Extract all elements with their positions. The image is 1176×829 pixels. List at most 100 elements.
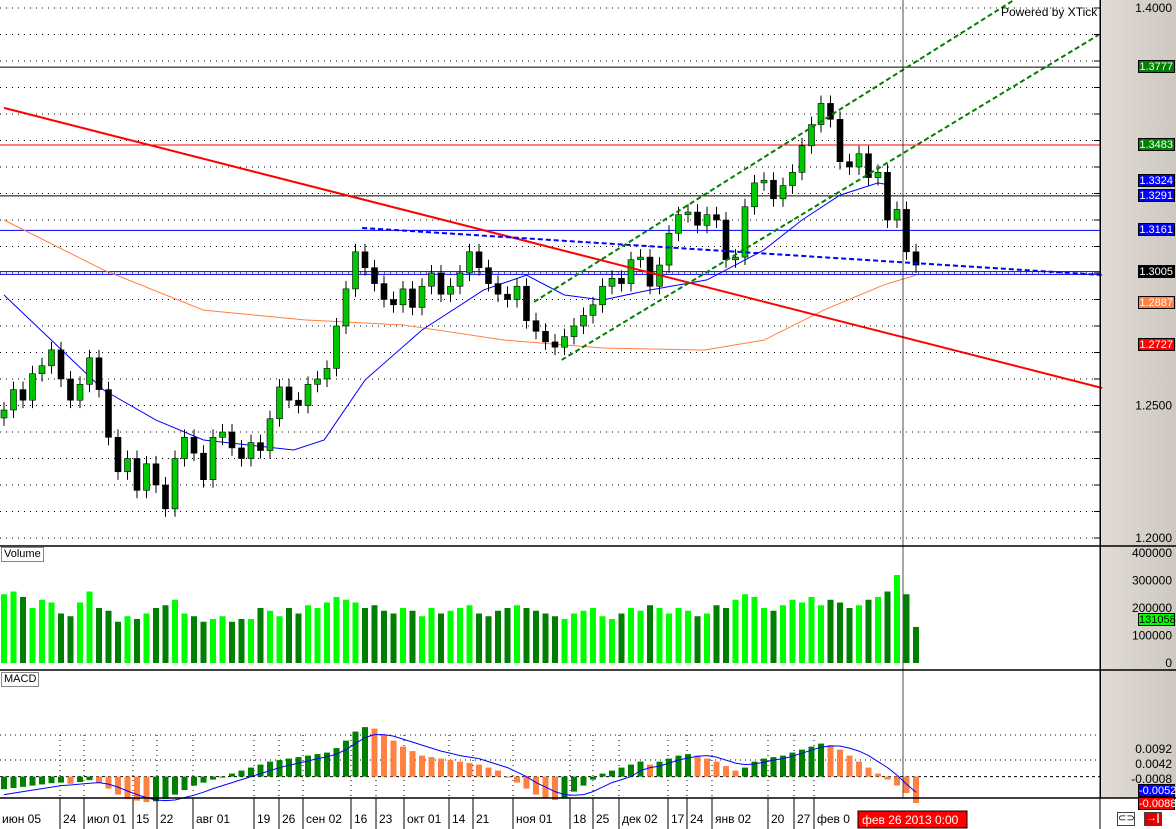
volume-bar (723, 608, 729, 663)
price-tag: 1.3161 (1138, 223, 1175, 237)
volume-bar (105, 610, 112, 663)
macd-histogram-bar (865, 767, 872, 777)
candle-body (466, 251, 473, 274)
candle-body (200, 452, 207, 481)
candle-body (190, 436, 198, 454)
macd-histogram-bar (143, 776, 150, 803)
macd-histogram-bar (884, 776, 891, 780)
candle-body (76, 383, 84, 401)
price-tag: 1.2727 (1138, 338, 1175, 352)
macd-axis-label: -0.0008 (1131, 772, 1172, 786)
macd-histogram-bar (10, 776, 17, 788)
volume-bar (856, 605, 862, 663)
candle-body (599, 285, 606, 306)
volume-bar (761, 608, 767, 663)
volume-bar (248, 619, 254, 663)
macd-histogram-bar (1, 776, 7, 790)
candle-body (855, 153, 863, 168)
candle-body (409, 288, 416, 308)
volume-bar (666, 613, 672, 663)
time-axis-label: ноя 01 (516, 812, 553, 826)
time-axis-label: авг 01 (196, 812, 230, 826)
volume-bar (324, 602, 330, 663)
volume-bar (10, 591, 17, 663)
watermark: Powered by XTick (1001, 5, 1098, 19)
candle-body (808, 124, 815, 147)
candle-body (171, 458, 179, 510)
time-axis-label: 26 (282, 812, 296, 826)
time-axis-label: 21 (476, 812, 490, 826)
price-tag: 1.3291 (1138, 189, 1175, 202)
volume-bar (751, 597, 758, 663)
candle-body (703, 214, 711, 226)
macd-histogram-bar (276, 760, 283, 777)
volume-bar (884, 591, 891, 663)
volume-bar (210, 619, 216, 663)
candle-body (580, 315, 587, 327)
volume-bar (67, 616, 74, 663)
volume-bar (789, 599, 796, 663)
macd-histogram-bar (694, 755, 701, 777)
link-button[interactable]: ⊂⊃ (1117, 812, 1135, 826)
time-axis-label: янв 02 (715, 812, 752, 826)
macd-histogram-bar (447, 760, 454, 777)
volume-tag: 131058 (1138, 613, 1176, 626)
macd-histogram-bar (419, 755, 425, 777)
macd-tag: -0.0088 (1138, 797, 1176, 810)
scroll-end-button[interactable]: →| (1144, 812, 1162, 826)
price-tag: 1.2887 (1138, 295, 1175, 309)
macd-histogram-bar (362, 727, 368, 777)
candle-body (152, 463, 160, 486)
candle-body (86, 357, 93, 385)
time-axis-label: 24 (690, 812, 704, 826)
candle-body (342, 288, 350, 327)
candle-body (589, 304, 597, 316)
macd-histogram-bar (105, 776, 112, 789)
macd-histogram-bar (191, 776, 197, 786)
candle-body (0, 409, 8, 419)
volume-bar (200, 621, 207, 663)
macd-histogram-bar (86, 776, 93, 781)
macd-histogram-bar (295, 757, 302, 777)
candle-body (105, 389, 112, 438)
candle-body (722, 219, 730, 261)
candle-body (114, 436, 122, 473)
volume-bar (276, 616, 283, 663)
moving-average-fast (3, 182, 890, 451)
macd-histogram-bar (314, 754, 321, 777)
volume-bar (314, 608, 321, 663)
candle-body (561, 336, 568, 348)
time-axis-label: 27 (797, 812, 811, 826)
volume-bar (599, 616, 606, 663)
candle-body (95, 357, 103, 390)
candle-body (836, 119, 844, 163)
volume-axis-label: 200000 (1132, 601, 1172, 615)
macd-histogram-bar (172, 776, 178, 795)
candle-body (38, 365, 46, 374)
volume-bar (219, 616, 226, 663)
macd-histogram-bar (229, 773, 235, 777)
volume-bar (86, 591, 93, 663)
candle-body (732, 256, 739, 261)
macd-histogram-bar (409, 751, 416, 777)
macd-histogram-bar (799, 749, 805, 777)
candle-body (333, 325, 340, 369)
macd-axis-label: 0.0092 (1135, 742, 1172, 756)
price-tag: 1.3324 (1138, 174, 1175, 187)
macd-histogram-bar (257, 764, 264, 777)
candle-body (770, 179, 777, 200)
macd-histogram-bar (248, 767, 254, 777)
candle-body (551, 341, 559, 348)
candle-body (903, 209, 910, 253)
volume-bar (352, 602, 359, 663)
candle-body (276, 386, 283, 420)
volume-bar (827, 599, 834, 663)
volume-bar (590, 608, 596, 663)
volume-bar (172, 599, 178, 663)
macd-histogram-bar (628, 764, 634, 777)
macd-histogram-bar (647, 764, 653, 777)
trendline (362, 226, 1105, 277)
candle-body (428, 272, 435, 287)
candle-body (228, 431, 236, 449)
